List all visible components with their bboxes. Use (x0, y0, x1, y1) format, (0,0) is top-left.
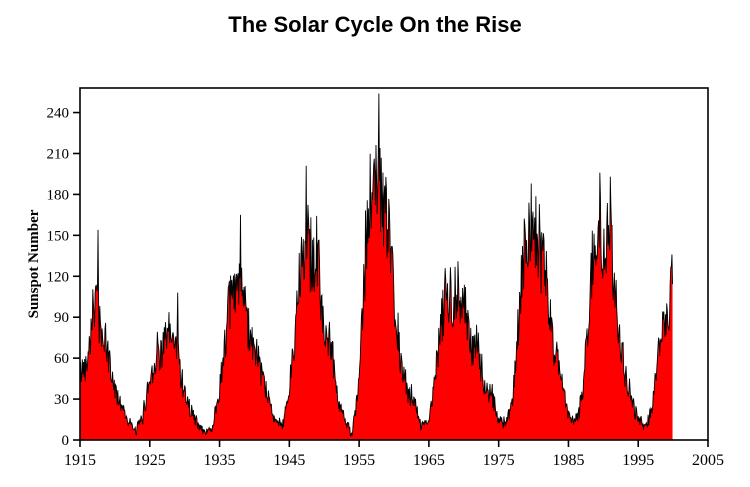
x-tick-label: 1935 (204, 452, 236, 469)
sunspot-line (79, 93, 673, 437)
x-tick-label: 1955 (343, 452, 375, 469)
x-tick-label: 2005 (692, 452, 724, 469)
y-tick-label: 120 (47, 269, 70, 285)
plot-frame (79, 87, 709, 441)
y-tick-label: 0 (62, 433, 70, 449)
y-tick-label: 210 (47, 146, 70, 162)
x-tick-label: 1985 (552, 452, 584, 469)
sunspot-area (80, 93, 673, 441)
y-tick-label: 180 (47, 187, 70, 203)
y-axis-label: Sunspot Number (26, 209, 42, 318)
y-tick-label: 240 (47, 106, 70, 122)
x-tick-label: 1965 (413, 452, 445, 469)
chart-title: The Solar Cycle On the Rise (228, 12, 522, 37)
y-tick-label: 90 (54, 310, 69, 326)
x-tick-label: 1925 (134, 452, 166, 469)
x-tick-label: 1945 (273, 452, 305, 469)
y-tick-label: 30 (54, 392, 69, 408)
x-tick-label: 1915 (64, 452, 96, 469)
x-tick-label: 1995 (622, 452, 654, 469)
x-tick-label: 1975 (483, 452, 515, 469)
y-tick-label: 60 (54, 351, 69, 367)
y-tick-label: 150 (47, 228, 70, 244)
